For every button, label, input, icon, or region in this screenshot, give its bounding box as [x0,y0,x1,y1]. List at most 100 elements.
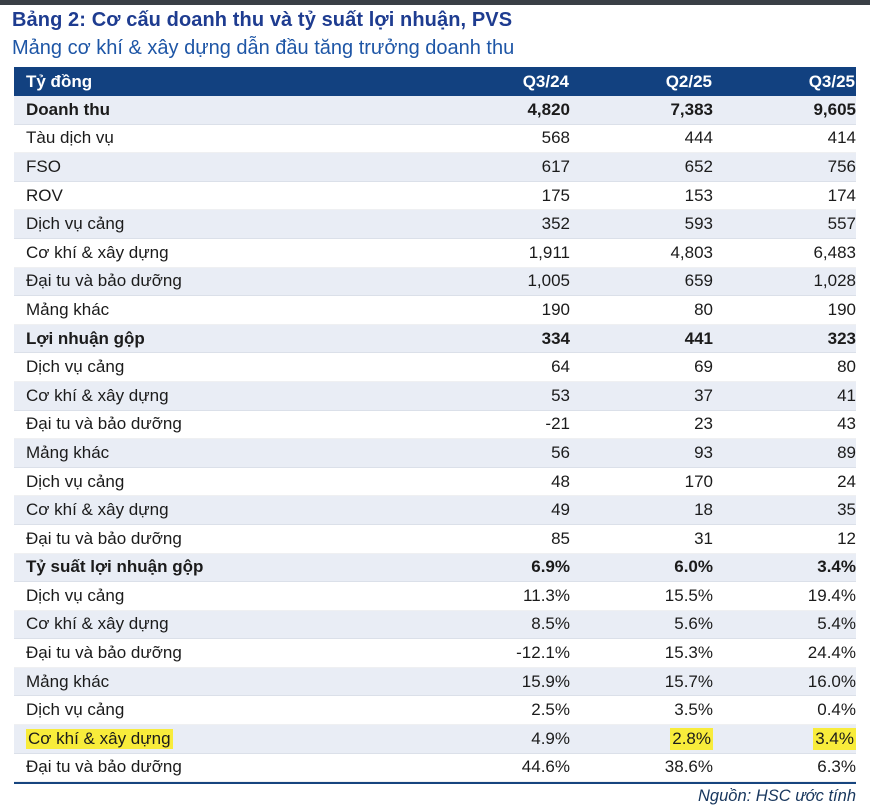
row-label: Cơ khí & xây dựng [14,728,427,749]
header-q2-25: Q2/25 [665,71,712,91]
cell-value: 8.5% [531,614,570,634]
row-label: Cơ khí & xây dựng [26,242,169,262]
cell-value: 4,820 [527,99,570,119]
header-q3-25: Q3/25 [808,71,855,91]
table-row: Lợi nhuận gộp 334 441 323 [14,324,856,354]
row-label: ROV [26,185,63,205]
row-label: FSO [26,156,61,176]
row-label: Tàu dịch vụ [26,128,114,148]
cell-value: 6.0% [674,557,713,577]
cell-value: 652 [684,156,713,176]
cell-value: 24.4% [807,643,856,663]
cell-value: 414 [827,128,856,148]
table-row: Dịch vụ cảng 64 69 80 [14,353,856,382]
cell-value: 15.5% [664,585,713,605]
row-label: Dịch vụ cảng [26,700,125,720]
row-label: Đại tu và bảo dưỡng [26,271,182,291]
cell-value: 756 [827,156,856,176]
cell-value: 53 [551,385,570,405]
row-label: Dịch vụ cảng [26,471,125,491]
row-label: Đại tu và bảo dưỡng [26,528,182,548]
row-label: Lợi nhuận gộp [26,328,145,348]
highlighted-value: 3.4% [813,727,856,750]
cell-value: 441 [684,328,713,348]
cell-value: 64 [551,357,570,377]
cell-value: 18 [694,500,713,520]
cell-value: 3.5% [674,700,713,720]
row-label: Mảng khác [26,442,110,462]
cell-value: 1,911 [528,242,570,262]
cell-value: 617 [541,156,570,176]
cell-value: 190 [541,299,570,319]
cell-value: 80 [694,299,713,319]
cell-value: 19.4% [807,585,856,605]
row-label: Cơ khí & xây dựng [26,614,169,634]
cell-value: 175 [541,185,570,205]
cell-value: 43 [837,414,856,434]
cell-value: -12.1% [516,643,570,663]
cell-value: 44.6% [521,757,570,777]
cell-value: 557 [827,214,856,234]
cell-value: 0.4% [817,700,856,720]
cell-value: 15.9% [521,671,570,691]
table-row: Dịch vụ cảng 11.3% 15.5% 19.4% [14,582,856,611]
table-header-row: Tỷ đồng Q3/24 Q2/25 Q3/25 [14,67,856,96]
table-row: Đại tu và bảo dưỡng 44.6% 38.6% 6.3% [14,754,856,783]
highlighted-value: 2.8% [670,727,713,750]
table-body: Doanh thu 4,820 7,383 9,605 Tàu dịch vụ 568 44… [14,96,856,783]
cell-value: 23 [694,414,713,434]
table-row: Đại tu và bảo dưỡng -21 23 43 [14,411,856,440]
cell-value: 170 [684,471,713,491]
cell-value: 85 [551,528,570,548]
table-row: FSO 617 652 756 [14,153,856,182]
cell-value: 24 [837,471,856,491]
cell-value: 3.4% [817,557,856,577]
cell-value: 31 [694,528,713,548]
row-label: Mảng khác [26,671,110,691]
cell-value: 15.7% [664,671,713,691]
cell-value: 593 [684,214,713,234]
table-row: Cơ khí & xây dựng 8.5% 5.6% 5.4% [14,610,856,640]
bottom-rule [14,782,856,785]
cell-value: 190 [827,299,856,319]
cell-value: -21 [545,414,570,434]
cell-value: 15.3% [664,643,713,663]
table-row: Mảng khác 15.9% 15.7% 16.0% [14,667,856,697]
data-table: Tỷ đồng Q3/24 Q2/25 Q3/25 Doanh thu 4,820… [14,67,856,783]
cell-value: 11.3% [523,585,570,605]
cell-value: 352 [541,214,570,234]
row-label: Đại tu và bảo dưỡng [26,414,182,434]
table-row: Cơ khí & xây dựng 53 37 41 [14,381,856,411]
table-row: Cơ khí & xây dựng 1,911 4,803 6,483 [14,239,856,268]
cell-value: 35 [837,500,856,520]
cell-value: 16.0% [807,671,856,691]
table-row: Đại tu và bảo dưỡng 1,005 659 1,028 [14,267,856,297]
cell-value: 444 [684,128,713,148]
cell-value: 3.4% [713,727,856,750]
cell-value: 659 [684,271,713,291]
table-row: Đại tu và bảo dưỡng 85 31 12 [14,525,856,554]
table-row: Cơ khí & xây dựng 49 18 35 [14,496,856,525]
header-q3-24: Q3/24 [522,71,569,91]
cell-value: 89 [837,442,856,462]
cell-value: 38.6% [664,757,713,777]
row-label: Cơ khí & xây dựng [26,500,169,520]
cell-value: 80 [837,357,856,377]
cell-value: 2.8% [570,727,713,750]
row-label: Đại tu và bảo dưỡng [26,757,182,777]
table-title: Bảng 2: Cơ cấu doanh thu và tỷ suất lợi … [12,9,513,31]
table-row: Dịch vụ cảng 48 170 24 [14,468,856,497]
table-row: Đại tu và bảo dưỡng -12.1% 15.3% 24.4% [14,639,856,668]
cell-value: 4,803 [670,242,713,262]
cell-value: 9,605 [813,99,856,119]
header-unit-label: Tỷ đồng [26,71,93,91]
cell-value: 323 [827,328,856,348]
row-label: Mảng khác [26,299,110,319]
cell-value: 12 [837,528,856,548]
table-row: ROV 175 153 174 [14,182,856,211]
table-row: Cơ khí & xây dựng 4.9% 2.8% 3.4% [14,725,856,754]
cell-value: 49 [551,500,570,520]
row-label: Cơ khí & xây dựng [26,385,169,405]
cell-value: 174 [827,185,856,205]
